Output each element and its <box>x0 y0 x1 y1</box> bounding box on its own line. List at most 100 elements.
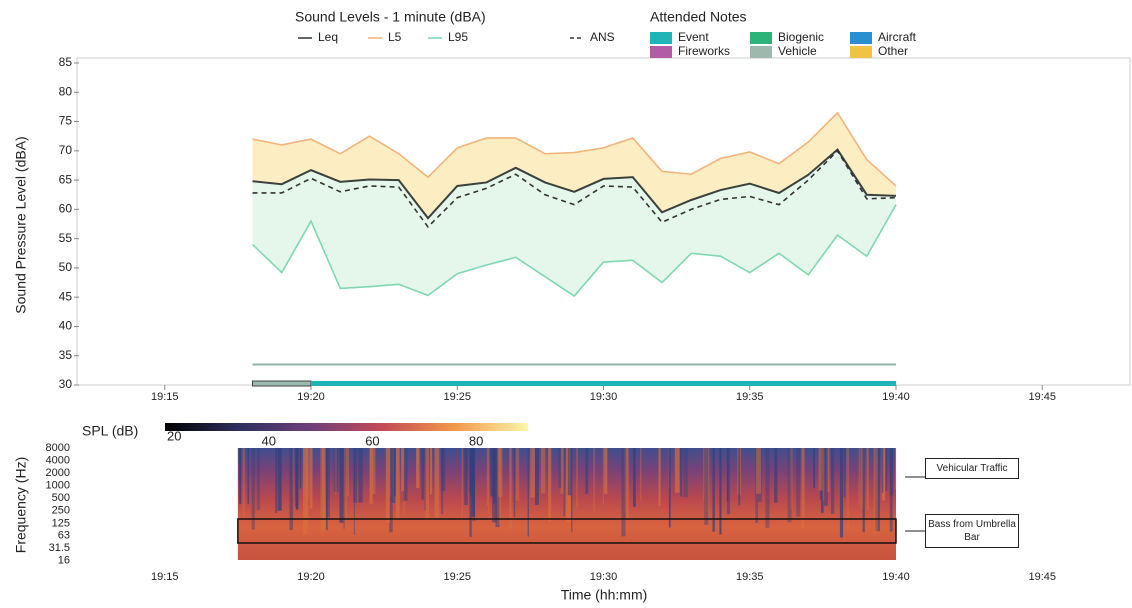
y-axis-label: Sound Pressure Level (dBA) <box>13 136 29 313</box>
spectrogram-texture <box>486 448 489 507</box>
y-tick-label: 65 <box>59 172 73 186</box>
spectrogram-texture <box>885 448 888 491</box>
spectrogram-texture <box>305 448 309 526</box>
y-tick-label: 75 <box>59 114 73 128</box>
spectrogram-texture <box>789 448 793 510</box>
spectrogram-texture <box>632 448 636 507</box>
x-tick-label: 19:40 <box>882 571 910 583</box>
legend-label: Biogenic <box>778 30 824 44</box>
spectrogram-texture <box>275 448 278 513</box>
y-tick-label: 60 <box>59 202 73 216</box>
spectrogram-texture <box>680 448 683 497</box>
annotation: Vehicular Traffic <box>925 458 1019 479</box>
x-axis-label: Time (hh:mm) <box>561 587 648 603</box>
x-tick-label: 19:25 <box>443 391 471 403</box>
x-tick-label: 19:30 <box>590 571 618 583</box>
spectrogram-texture <box>882 448 884 493</box>
y-tick-label: 55 <box>59 231 73 245</box>
legend-swatch <box>850 46 872 58</box>
y-tick-label: 85 <box>59 55 73 69</box>
x-tick-label: 19:25 <box>443 571 471 583</box>
spectrogram-texture <box>658 448 661 506</box>
x-tick-label: 19:35 <box>736 571 764 583</box>
y-tick-label: 500 <box>52 492 70 504</box>
colorbar-tick-label: 60 <box>365 433 379 448</box>
spectrogram-texture <box>774 448 778 503</box>
spectrogram-texture <box>703 448 705 501</box>
y-tick-label: 8000 <box>46 442 70 454</box>
legend-label: Aircraft <box>878 30 917 44</box>
spectrogram-texture <box>704 448 710 519</box>
spectrogram-texture <box>534 448 539 505</box>
series-line <box>252 149 897 229</box>
annotation: Bass from Umbrella Bar <box>925 514 1019 548</box>
band-fill <box>252 112 896 219</box>
spectrogram-texture <box>498 448 503 497</box>
highlight-box <box>237 518 897 544</box>
series-line <box>252 148 897 220</box>
spectrogram-texture <box>889 448 893 532</box>
spectrogram-texture <box>429 448 432 496</box>
note-bar <box>252 380 312 387</box>
spectrogram-texture <box>303 448 308 535</box>
notes-legend-title: Attended Notes <box>650 9 747 25</box>
spectrogram-texture <box>295 448 297 507</box>
y-tick-label: 125 <box>52 517 70 529</box>
x-tick-label: 19:15 <box>151 391 179 403</box>
spectrogram-texture <box>299 448 302 489</box>
x-tick-label: 19:40 <box>882 391 910 403</box>
spectrogram-texture <box>493 448 496 504</box>
spectrogram-texture <box>604 448 608 495</box>
legend-swatch <box>650 32 672 44</box>
colorbar-label: SPL (dB) <box>82 423 138 439</box>
spectrogram-texture <box>839 448 844 538</box>
x-tick-label: 19:30 <box>590 391 618 403</box>
spectrogram-texture <box>343 448 345 529</box>
legend-label: ANS <box>590 30 615 44</box>
spectrogram-texture <box>530 448 536 498</box>
spectrogram-texture <box>256 448 260 511</box>
spectrogram-texture <box>560 448 564 494</box>
spectrogram-texture <box>369 448 373 504</box>
spectrogram-texture <box>416 448 420 489</box>
spectrogram-texture <box>704 448 709 525</box>
spectrogram-texture <box>875 448 880 532</box>
spectrogram-texture <box>889 448 894 496</box>
spectrogram-texture <box>858 448 860 506</box>
y-tick-label: 35 <box>59 348 73 362</box>
spectrogram-texture <box>585 448 589 495</box>
y-axis-label: Frequency (Hz) <box>13 457 29 553</box>
spectrogram-texture <box>602 448 604 505</box>
colorbar <box>165 423 528 431</box>
spectrogram-texture <box>873 448 878 535</box>
spectrogram-texture <box>434 448 440 518</box>
spectrogram-texture <box>321 448 326 531</box>
series-line <box>252 111 897 187</box>
spectrogram-texture <box>527 448 529 537</box>
spectrogram-texture <box>344 448 346 518</box>
spectrogram-texture <box>558 448 562 489</box>
spectrogram-texture <box>765 448 770 528</box>
spectrogram-texture <box>385 448 390 523</box>
spectrogram-texture <box>472 448 476 521</box>
spectrogram-texture <box>563 448 565 517</box>
x-tick-label: 19:20 <box>297 571 325 583</box>
legend-label: Event <box>678 30 709 44</box>
colorbar-tick-label: 40 <box>261 433 275 448</box>
y-tick-label: 45 <box>59 289 73 303</box>
spectrogram-texture <box>347 448 349 497</box>
spectrogram-texture <box>712 448 715 532</box>
spectrogram-texture <box>353 448 357 503</box>
spectrogram-texture <box>292 448 294 498</box>
spectrogram-texture <box>277 448 282 511</box>
spectrogram-texture <box>787 448 792 523</box>
spectrogram-texture <box>626 448 629 520</box>
spectrogram-texture <box>576 448 578 508</box>
legend-swatch <box>650 46 672 58</box>
spectrogram-texture <box>683 448 689 498</box>
spectrogram-texture <box>818 448 823 491</box>
spectrogram-texture <box>326 448 328 531</box>
spectrogram-texture <box>801 448 805 528</box>
spectrogram-texture <box>471 448 475 517</box>
